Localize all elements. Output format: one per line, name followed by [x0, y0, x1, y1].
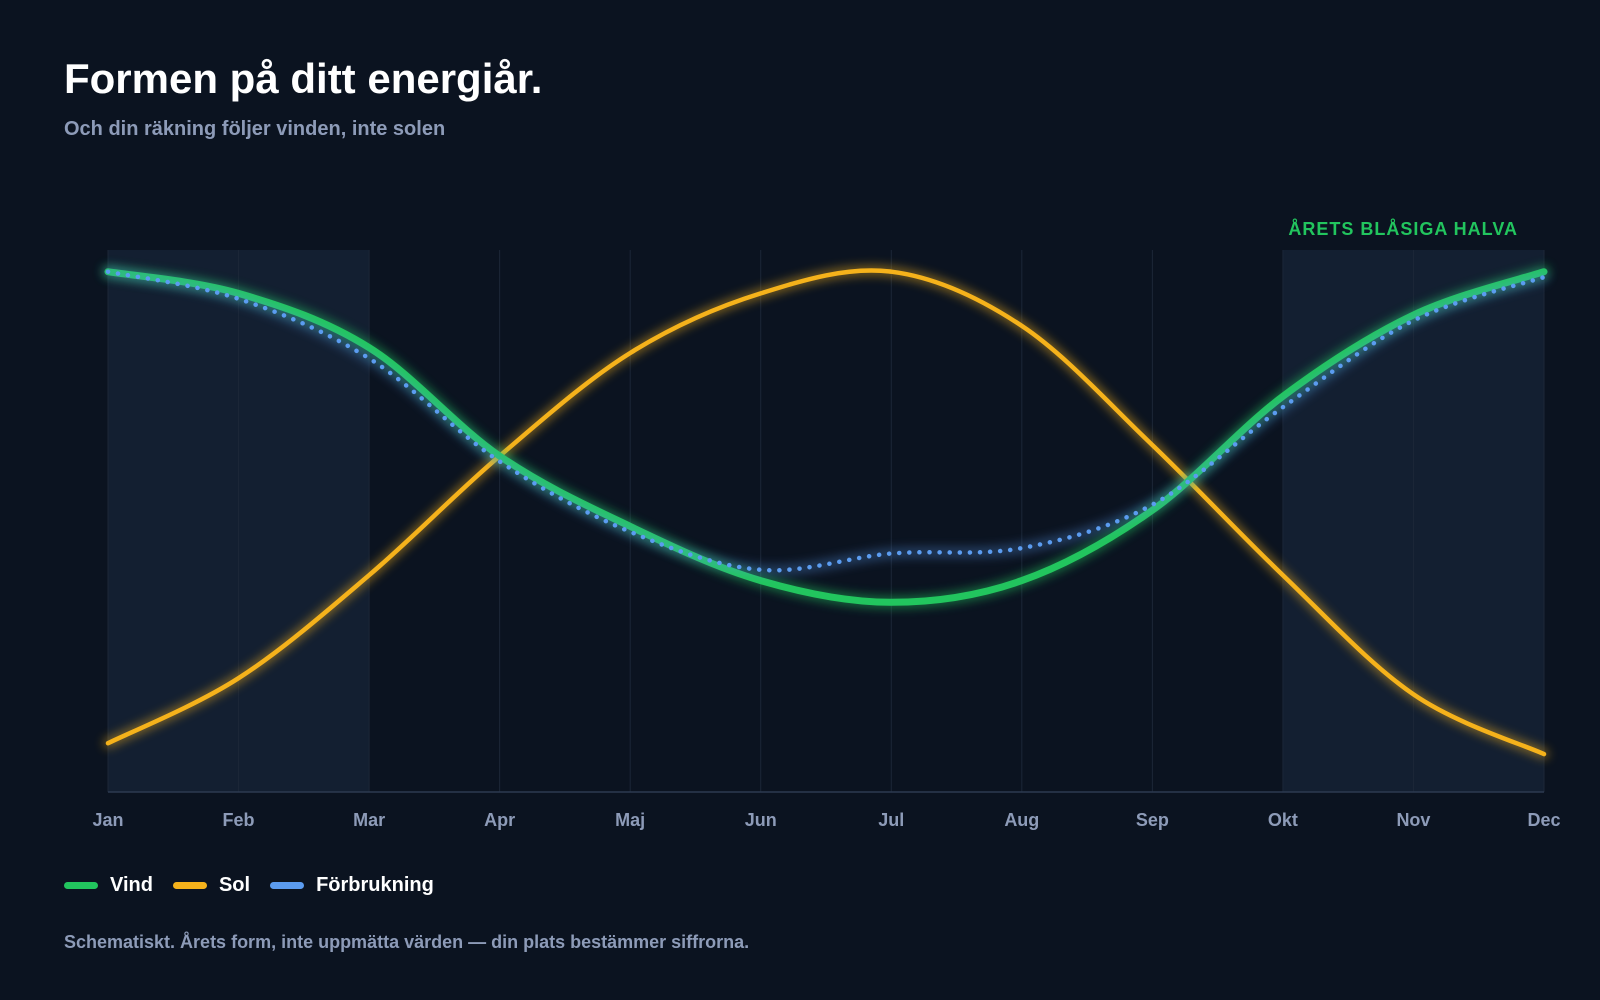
chart-footnote: Schematiskt. Årets form, inte uppmätta v… — [64, 932, 750, 952]
legend-label-sol: Sol — [218, 874, 251, 896]
x-tick-label-maj: Maj — [615, 810, 645, 830]
windy-half-annotation: ÅRETS BLÅSIGA HALVA — [1288, 219, 1518, 239]
legend-label-forbrukning: Förbrukning — [316, 874, 434, 896]
chart-legend: Vind Sol Förbrukning — [64, 874, 454, 897]
x-tick-label-jan: Jan — [92, 810, 123, 830]
x-tick-label-mar: Mar — [353, 810, 385, 830]
series-line-sol — [105, 268, 1547, 757]
x-tick-label-jul: Jul — [878, 810, 904, 830]
legend-swatch-vind — [64, 882, 98, 889]
x-tick-label-jun: Jun — [745, 810, 777, 830]
x-tick-label-aug: Aug — [1004, 810, 1039, 830]
chart-title: Formen på ditt energiår. — [64, 55, 543, 102]
legend-item-sol: Sol — [172, 874, 251, 897]
series-line-vind — [104, 268, 1548, 606]
legend-label-vind: Vind — [110, 874, 153, 896]
legend-item-forbrukning: Förbrukning — [270, 874, 434, 897]
x-tick-label-apr: Apr — [484, 810, 515, 830]
line-chart: Jan Feb Mar Apr Maj Jun Jul Aug Sep Okt Nov Dec ÅRE… — [92, 219, 1560, 830]
chart-subtitle: Och din räkning följer vinden, inte sole… — [64, 118, 446, 140]
series-line-forbrukning — [105, 269, 1547, 573]
x-tick-label-okt: Okt — [1268, 810, 1298, 830]
x-tick-label-nov: Nov — [1396, 810, 1430, 830]
x-tick-label-sep: Sep — [1136, 810, 1169, 830]
x-tick-label-feb: Feb — [223, 810, 255, 830]
legend-swatch-sol — [172, 882, 207, 889]
x-tick-label-dec: Dec — [1527, 810, 1560, 830]
legend-item-vind: Vind — [64, 874, 153, 897]
legend-swatch-forbrukning — [270, 882, 305, 889]
